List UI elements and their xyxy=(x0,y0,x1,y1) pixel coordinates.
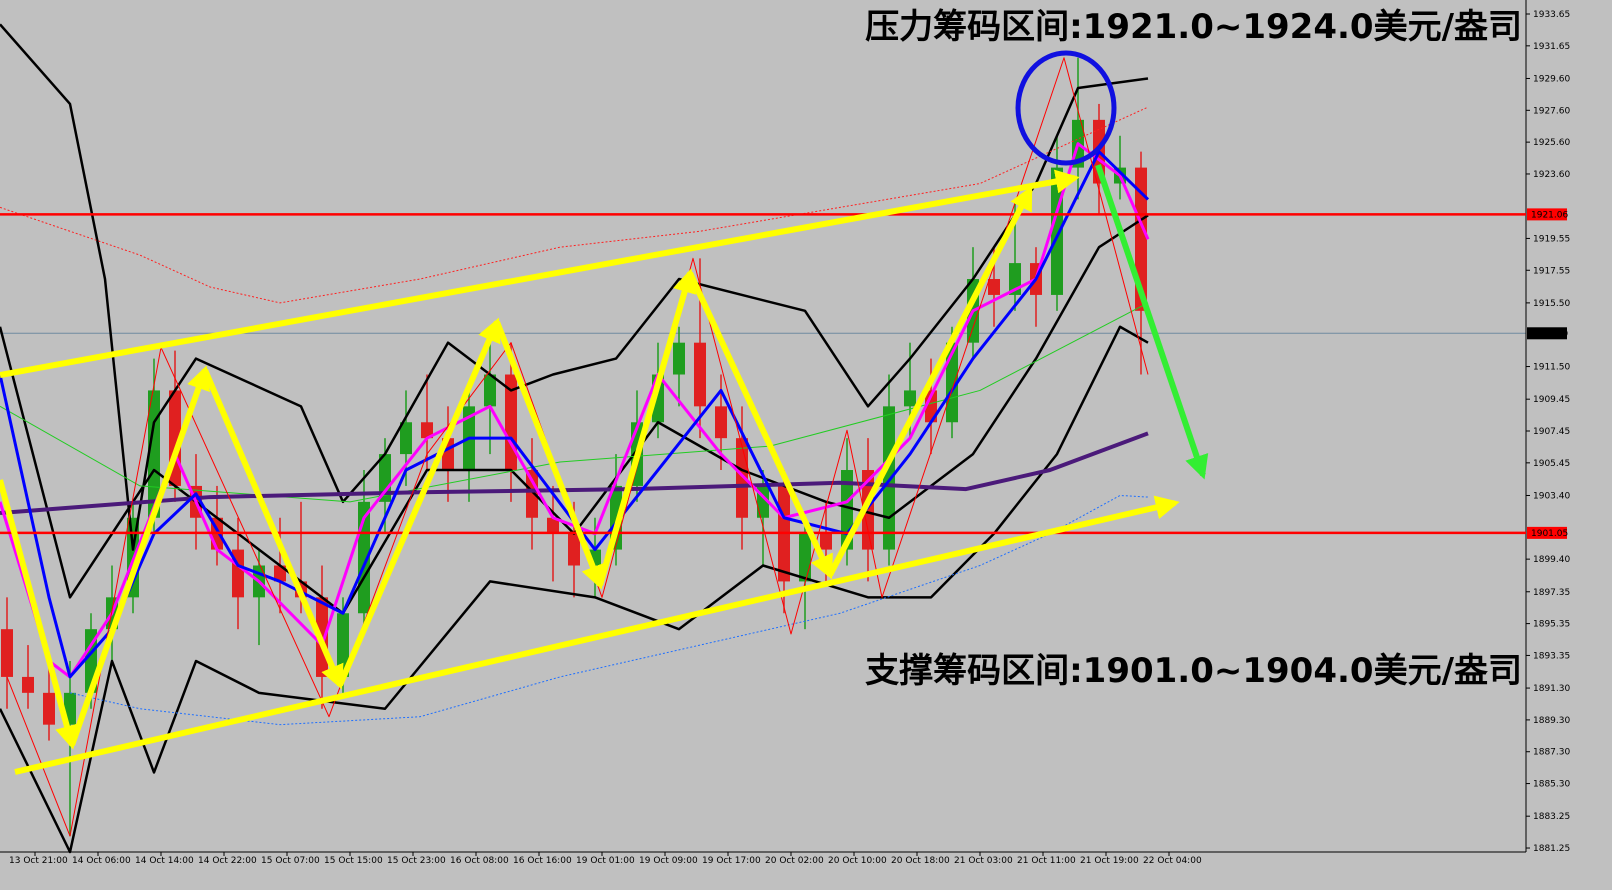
y-tick-label: 1883.25 xyxy=(1533,812,1570,822)
y-tick-label: 1885.30 xyxy=(1533,780,1570,790)
channel-arrows xyxy=(0,169,1180,775)
x-tick-label: 13 Oct 21:00 xyxy=(9,856,68,866)
x-tick-label: 14 Oct 06:00 xyxy=(72,856,131,866)
y-tick-label: 1923.60 xyxy=(1533,170,1570,180)
y-tick-label: 1887.30 xyxy=(1533,748,1570,758)
indicator-line xyxy=(0,431,1149,515)
y-tick-label: 1927.60 xyxy=(1533,106,1570,116)
y-tick-label: 1917.55 xyxy=(1533,266,1570,276)
x-tick-label: 16 Oct 08:00 xyxy=(450,856,509,866)
x-tick-label: 14 Oct 22:00 xyxy=(198,856,257,866)
candle-body xyxy=(673,342,685,375)
indicator-line xyxy=(0,325,1149,854)
candle-body xyxy=(694,342,706,407)
candle-body xyxy=(43,692,55,725)
candle-body xyxy=(22,676,34,693)
candle-body xyxy=(379,454,391,502)
indicator-line xyxy=(0,302,1149,503)
level-label: 1901.05 xyxy=(1531,529,1568,539)
support-note: 支撑筹码区间:1901.0~1904.0美元/盎司 xyxy=(865,651,1522,691)
y-tick-label: 1915.50 xyxy=(1533,299,1570,309)
candle-body xyxy=(1,629,13,677)
down-arrow xyxy=(1095,164,1209,480)
candle-body xyxy=(274,565,286,582)
candle-body xyxy=(484,374,496,407)
candle-body xyxy=(421,422,433,439)
x-tick-label: 19 Oct 17:00 xyxy=(702,856,761,866)
candle-body xyxy=(988,279,1000,295)
level-tag xyxy=(1527,208,1567,221)
price-tag xyxy=(1527,327,1567,340)
y-tick-label: 1895.35 xyxy=(1533,620,1570,630)
x-tick-label: 20 Oct 10:00 xyxy=(828,856,887,866)
x-tick-label: 15 Oct 23:00 xyxy=(387,856,446,866)
y-tick-label: 1933.65 xyxy=(1533,10,1570,20)
x-tick-label: 20 Oct 02:00 xyxy=(765,856,824,866)
level-label: 1921.06 xyxy=(1531,210,1568,220)
candle-body xyxy=(925,390,937,423)
level-tag xyxy=(1527,526,1567,539)
y-tick-label: 1919.55 xyxy=(1533,234,1570,244)
x-tick-label: 19 Oct 09:00 xyxy=(639,856,698,866)
candle-body xyxy=(568,533,580,566)
x-tick-label: 22 Oct 04:00 xyxy=(1143,856,1202,866)
candle-body xyxy=(883,406,895,550)
x-tick-label: 16 Oct 16:00 xyxy=(513,856,572,866)
y-tick-label: 1925.60 xyxy=(1533,138,1570,148)
resistance-note: 压力筹码区间:1921.0~1924.0美元/盎司 xyxy=(865,7,1522,47)
y-tick-label: 1891.30 xyxy=(1533,684,1570,694)
candle-body xyxy=(904,390,916,407)
y-tick-label: 1897.35 xyxy=(1533,588,1570,598)
x-tick-label: 14 Oct 14:00 xyxy=(135,856,194,866)
drawings xyxy=(0,50,1209,775)
y-tick-label: 1929.60 xyxy=(1533,74,1570,84)
candle-body xyxy=(820,533,832,550)
y-tick-label: 1881.25 xyxy=(1533,844,1570,854)
x-tick-label: 15 Oct 15:00 xyxy=(324,856,383,866)
candle-body xyxy=(148,390,160,518)
x-tick-label: 19 Oct 01:00 xyxy=(576,856,635,866)
y-tick-label: 1889.30 xyxy=(1533,716,1570,726)
y-tick-label: 1911.50 xyxy=(1533,363,1570,373)
y-tick-label: 1907.45 xyxy=(1533,427,1570,437)
x-tick-label: 21 Oct 19:00 xyxy=(1080,856,1139,866)
candle-body xyxy=(547,517,559,534)
y-tick-label: 1909.45 xyxy=(1533,395,1570,405)
y-tick-label: 1899.40 xyxy=(1533,555,1570,565)
x-tick-label: 15 Oct 07:00 xyxy=(261,856,320,866)
candle-body xyxy=(337,613,349,677)
x-tick-label: 20 Oct 18:00 xyxy=(891,856,950,866)
highlight-circle xyxy=(1015,50,1117,166)
y-tick-label: 1893.35 xyxy=(1533,651,1570,661)
y-tick-label: 1931.65 xyxy=(1533,42,1570,52)
candle-body xyxy=(715,406,727,439)
y-tick-label: 1905.45 xyxy=(1533,459,1570,469)
candle-body xyxy=(799,533,811,582)
candle-body xyxy=(526,470,538,518)
candle-body xyxy=(400,422,412,455)
x-tick-label: 21 Oct 11:00 xyxy=(1017,856,1076,866)
y-tick-label: 1903.40 xyxy=(1533,491,1570,501)
x-tick-label: 21 Oct 03:00 xyxy=(954,856,1013,866)
price-label: 1913.59 xyxy=(1531,329,1568,339)
